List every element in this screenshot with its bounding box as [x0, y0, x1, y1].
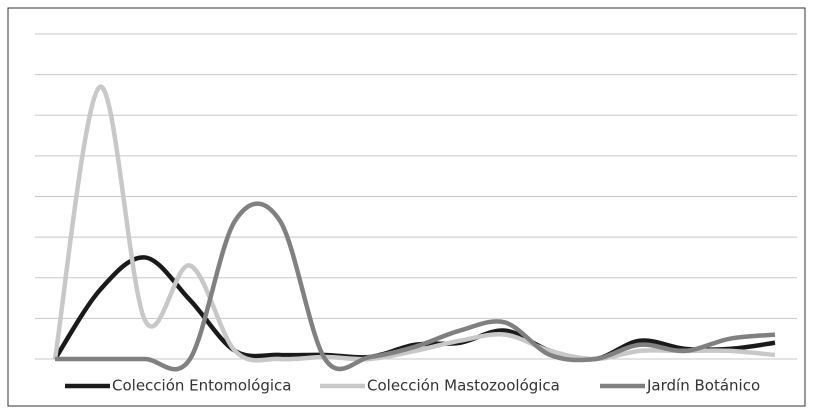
legend-label: Colección Entomológica [112, 377, 291, 395]
series-line [53, 255, 776, 362]
legend-label: Jardín Botánico [646, 377, 760, 395]
legend-label: Colección Mastozoológica [367, 377, 560, 395]
series-line [55, 201, 776, 372]
